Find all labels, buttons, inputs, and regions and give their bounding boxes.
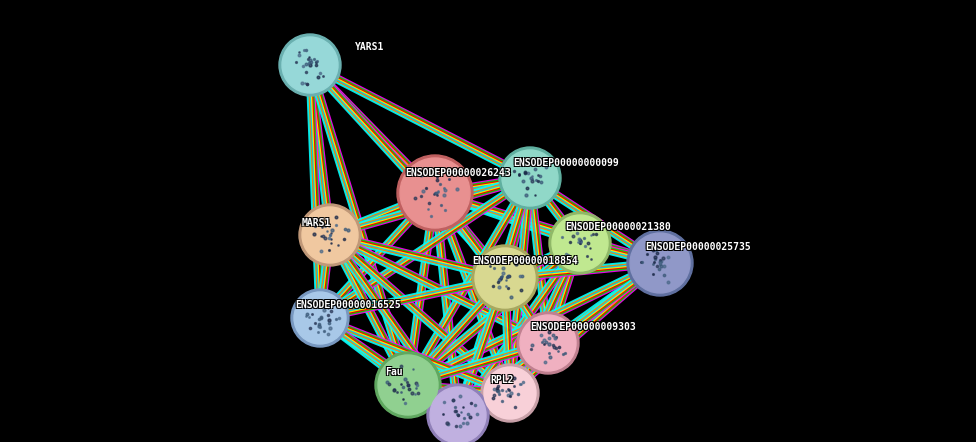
- Text: ENSODEP00000026243: ENSODEP00000026243: [404, 167, 509, 177]
- Circle shape: [375, 352, 441, 418]
- Text: Fau: Fau: [384, 366, 402, 376]
- Text: YARS1: YARS1: [356, 43, 386, 53]
- Text: YARS1: YARS1: [355, 42, 385, 52]
- Text: MARS1: MARS1: [303, 219, 333, 229]
- Text: ENSODEP00000009303: ENSODEP00000009303: [530, 322, 635, 332]
- Text: ENSODEP00000018854: ENSODEP00000018854: [471, 257, 577, 267]
- Circle shape: [520, 315, 576, 371]
- Text: ENSODEP00000016525: ENSODEP00000016525: [295, 300, 401, 310]
- Circle shape: [484, 367, 536, 419]
- Text: MARS1: MARS1: [303, 217, 333, 227]
- Text: ENSODEP00000018854: ENSODEP00000018854: [473, 255, 579, 265]
- Circle shape: [472, 245, 538, 311]
- Circle shape: [299, 204, 361, 266]
- Text: ENSODEP00000026243: ENSODEP00000026243: [406, 169, 511, 179]
- Text: ENSODEP00000016525: ENSODEP00000016525: [296, 299, 402, 309]
- Circle shape: [282, 37, 338, 93]
- Text: Fau: Fau: [386, 368, 404, 378]
- Text: ENSODEP00000000099: ENSODEP00000000099: [514, 159, 620, 169]
- Circle shape: [397, 155, 473, 231]
- Text: ENSODEP00000025735: ENSODEP00000025735: [644, 243, 750, 253]
- Text: ENSODEP00000018854: ENSODEP00000018854: [473, 257, 579, 267]
- Text: ENSODEP00000000099: ENSODEP00000000099: [514, 157, 620, 167]
- Text: ENSODEP00000025735: ENSODEP00000025735: [644, 241, 750, 251]
- Text: ENSODEP00000021380: ENSODEP00000021380: [566, 223, 671, 233]
- Text: MARS1: MARS1: [302, 218, 332, 228]
- Circle shape: [549, 212, 611, 274]
- Text: ENSODEP00000016525: ENSODEP00000016525: [294, 301, 400, 311]
- Circle shape: [552, 215, 608, 271]
- Text: ENSODEP00000021380: ENSODEP00000021380: [564, 221, 670, 231]
- Circle shape: [499, 147, 561, 209]
- Text: ENSODEP00000009303: ENSODEP00000009303: [531, 321, 636, 331]
- Text: ENSODEP00000026243: ENSODEP00000026243: [406, 167, 511, 177]
- Text: Fau: Fau: [384, 368, 402, 378]
- Circle shape: [279, 34, 341, 96]
- Text: RPL2: RPL2: [491, 374, 514, 384]
- Text: YARS1: YARS1: [354, 43, 384, 53]
- Text: ENSODEP00000009303: ENSODEP00000009303: [529, 323, 634, 333]
- Text: YARS1: YARS1: [356, 41, 386, 51]
- Circle shape: [627, 230, 693, 296]
- Text: ENSODEP00000009303: ENSODEP00000009303: [531, 323, 636, 333]
- Text: RPL2: RPL2: [491, 376, 514, 386]
- Circle shape: [378, 355, 438, 415]
- Text: ENSODEP00000009303: ENSODEP00000009303: [529, 321, 634, 331]
- Circle shape: [400, 158, 470, 228]
- Circle shape: [302, 207, 358, 263]
- Circle shape: [294, 292, 346, 344]
- Text: ENSODEP00000000099: ENSODEP00000000099: [512, 157, 618, 167]
- Text: ENSODEP00000021380: ENSODEP00000021380: [564, 223, 670, 233]
- Text: ENSODEP00000025735: ENSODEP00000025735: [646, 243, 752, 253]
- Circle shape: [502, 150, 558, 206]
- Text: MARS1: MARS1: [301, 217, 330, 227]
- Text: Fau: Fau: [385, 367, 403, 377]
- Circle shape: [291, 289, 349, 347]
- Circle shape: [430, 387, 486, 442]
- Text: ENSODEP00000016525: ENSODEP00000016525: [296, 301, 402, 311]
- Text: ENSODEP00000018854: ENSODEP00000018854: [471, 255, 577, 265]
- Text: RPL2: RPL2: [489, 374, 512, 384]
- Text: YARS1: YARS1: [354, 41, 384, 51]
- Text: ENSODEP00000021380: ENSODEP00000021380: [565, 222, 671, 232]
- Text: ENSODEP00000000099: ENSODEP00000000099: [512, 159, 618, 169]
- Text: ENSODEP00000000099: ENSODEP00000000099: [513, 158, 619, 168]
- Circle shape: [427, 384, 489, 442]
- Text: ENSODEP00000016525: ENSODEP00000016525: [294, 299, 400, 309]
- Text: ENSODEP00000025735: ENSODEP00000025735: [646, 241, 752, 251]
- Circle shape: [517, 312, 579, 374]
- Circle shape: [481, 364, 539, 422]
- Text: ENSODEP00000025735: ENSODEP00000025735: [645, 242, 751, 252]
- Text: ENSODEP00000026243: ENSODEP00000026243: [405, 168, 510, 178]
- Circle shape: [475, 248, 535, 308]
- Text: ENSODEP00000021380: ENSODEP00000021380: [566, 221, 671, 231]
- Text: ENSODEP00000026243: ENSODEP00000026243: [404, 169, 509, 179]
- Circle shape: [630, 233, 690, 293]
- Text: RPL2: RPL2: [489, 376, 512, 386]
- Text: MARS1: MARS1: [301, 219, 330, 229]
- Text: Fau: Fau: [386, 366, 404, 376]
- Text: ENSODEP00000018854: ENSODEP00000018854: [472, 256, 578, 266]
- Text: RPL2: RPL2: [490, 375, 513, 385]
